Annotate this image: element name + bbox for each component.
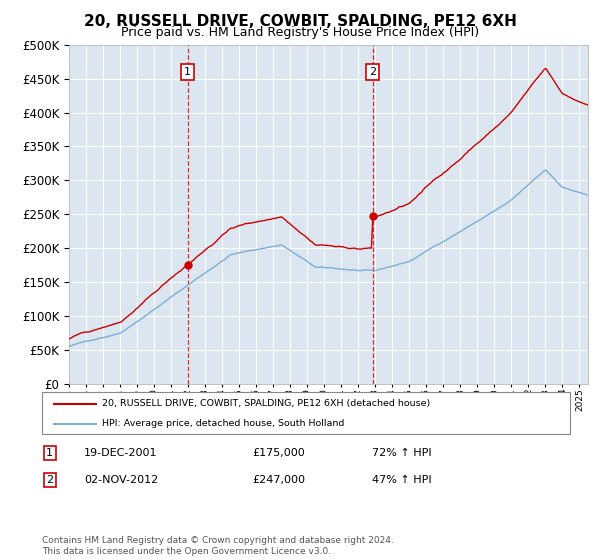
- Text: 1: 1: [46, 448, 53, 458]
- Text: Contains HM Land Registry data © Crown copyright and database right 2024.
This d: Contains HM Land Registry data © Crown c…: [42, 536, 394, 556]
- Text: 02-NOV-2012: 02-NOV-2012: [84, 475, 158, 485]
- Text: 72% ↑ HPI: 72% ↑ HPI: [372, 448, 431, 458]
- Text: 1: 1: [184, 67, 191, 77]
- Text: 2: 2: [369, 67, 376, 77]
- Text: 20, RUSSELL DRIVE, COWBIT, SPALDING, PE12 6XH (detached house): 20, RUSSELL DRIVE, COWBIT, SPALDING, PE1…: [102, 399, 430, 408]
- Text: 2: 2: [46, 475, 53, 485]
- Text: 20, RUSSELL DRIVE, COWBIT, SPALDING, PE12 6XH: 20, RUSSELL DRIVE, COWBIT, SPALDING, PE1…: [83, 14, 517, 29]
- Text: £247,000: £247,000: [252, 475, 305, 485]
- Text: 47% ↑ HPI: 47% ↑ HPI: [372, 475, 431, 485]
- Text: 19-DEC-2001: 19-DEC-2001: [84, 448, 157, 458]
- Text: £175,000: £175,000: [252, 448, 305, 458]
- Text: Price paid vs. HM Land Registry's House Price Index (HPI): Price paid vs. HM Land Registry's House …: [121, 26, 479, 39]
- Text: HPI: Average price, detached house, South Holland: HPI: Average price, detached house, Sout…: [102, 419, 344, 428]
